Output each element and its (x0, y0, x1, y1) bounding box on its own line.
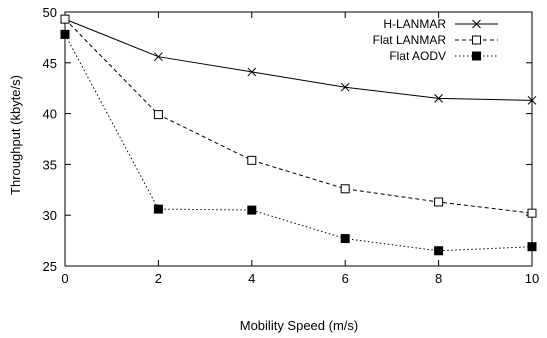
y-axis-label: Throughput (kbyte/s) (8, 75, 23, 195)
data-point-flat-lanmar (60, 14, 70, 24)
data-point-flat-lanmar (527, 208, 537, 218)
data-point-flat-lanmar (247, 155, 257, 165)
series-h-lanmar (60, 14, 537, 105)
legend-label-flat-aodv: Flat AODV (389, 49, 446, 63)
y-tick-label: 40 (43, 107, 57, 122)
data-point-flat-aodv (434, 246, 444, 256)
x-tick-label: 10 (525, 271, 539, 286)
plot-frame (64, 11, 533, 267)
x-tick-label: 0 (61, 271, 68, 286)
legend-label-h-lanmar: H-LANMAR (383, 17, 446, 31)
chart-legend: H-LANMAR Flat LANMAR Flat AODV (373, 17, 498, 63)
x-tick-label: 6 (342, 271, 349, 286)
data-point-flat-aodv (60, 29, 70, 39)
data-point-h-lanmar-stroke (154, 52, 163, 62)
chart-series (60, 14, 537, 256)
data-point-h-lanmar-stroke (434, 94, 443, 103)
data-point-flat-aodv (340, 234, 350, 244)
x-tick-label: 8 (435, 271, 442, 286)
data-point-flat-lanmar (434, 197, 444, 207)
x-tick-label: 4 (248, 271, 255, 286)
legend-marker-flat-aodv (472, 51, 481, 61)
data-point-h-lanmar-stroke (527, 96, 537, 105)
x-axis-label: Mobility Speed (m/s) (240, 318, 358, 333)
series-line-flat-lanmar (64, 18, 533, 214)
data-point-flat-aodv (527, 242, 537, 252)
data-point-flat-aodv (153, 204, 163, 214)
y-tick-label: 25 (43, 259, 57, 274)
data-point-flat-aodv (247, 205, 257, 215)
y-tick-label: 35 (43, 157, 57, 172)
y-tick-label: 30 (43, 208, 57, 223)
x-tick-label: 2 (155, 271, 162, 286)
legend-label-flat-lanmar: Flat LANMAR (373, 33, 447, 47)
legend-marker-flat-lanmar (472, 35, 481, 45)
series-line-h-lanmar (64, 18, 533, 101)
chart-axes: 0 2 4 6 8 10 25 30 35 40 45 50 (43, 5, 540, 286)
y-tick-label: 50 (43, 5, 57, 20)
legend-marker-h-lanmar-stroke (472, 19, 481, 29)
data-point-h-lanmar-stroke (247, 67, 257, 77)
series-line-flat-aodv (64, 34, 533, 252)
data-point-flat-lanmar (340, 184, 350, 194)
data-point-h-lanmar-stroke (340, 82, 350, 92)
series-flat-aodv (60, 29, 537, 256)
series-flat-lanmar (60, 14, 537, 218)
y-tick-label: 45 (43, 56, 57, 71)
data-point-flat-lanmar (153, 110, 163, 120)
